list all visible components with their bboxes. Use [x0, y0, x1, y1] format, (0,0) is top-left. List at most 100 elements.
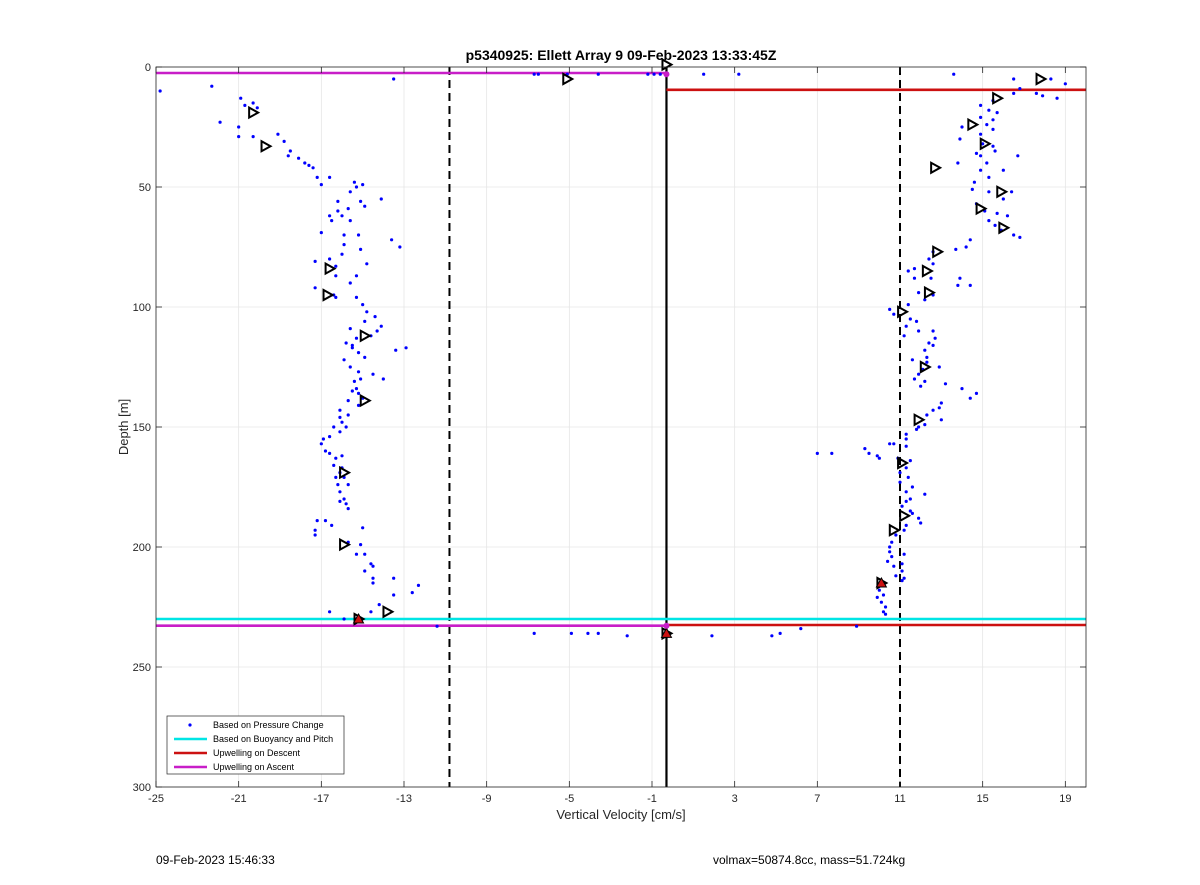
- pressure-change-point: [410, 591, 414, 595]
- pressure-change-point: [346, 399, 350, 403]
- legend-entry-label: Based on Buoyancy and Pitch: [213, 734, 333, 744]
- pressure-change-point: [375, 329, 379, 333]
- pressure-change-point: [908, 497, 912, 501]
- pressure-change-point: [210, 84, 214, 88]
- pressure-change-point: [363, 552, 367, 556]
- y-tick-label: 250: [133, 662, 151, 674]
- pressure-change-point: [348, 281, 352, 285]
- x-tick-label: 11: [894, 793, 905, 805]
- pressure-change-point: [892, 312, 896, 316]
- triangle-marker: [979, 137, 992, 151]
- triangle-marker: [359, 393, 372, 408]
- pressure-change-point: [350, 346, 354, 350]
- x-axis-label: Vertical Velocity [cm/s]: [556, 807, 685, 822]
- pressure-change-point: [917, 372, 921, 376]
- pressure-change-point: [929, 276, 933, 280]
- pressure-change-point: [815, 451, 819, 455]
- pressure-change-point: [958, 276, 962, 280]
- special-marker: [875, 576, 888, 588]
- triangle-marker: [919, 360, 932, 374]
- triangle-marker: [913, 413, 926, 427]
- triangle-marker: [923, 285, 936, 300]
- pressure-change-point: [902, 528, 906, 532]
- pressure-change-point: [919, 521, 923, 525]
- pressure-change-point: [919, 384, 923, 388]
- legend-dot-icon: [188, 723, 192, 727]
- pressure-change-point: [995, 111, 999, 115]
- pressure-change-point: [323, 519, 328, 523]
- triangle-marker: [998, 221, 1011, 235]
- pressure-change-point: [330, 523, 334, 528]
- pressure-change-point: [902, 552, 906, 556]
- pressure-change-point: [900, 562, 904, 566]
- pressure-change-point: [910, 485, 915, 489]
- footer-timestamp: 09-Feb-2023 15:46:33: [156, 853, 275, 867]
- pressure-change-point: [336, 483, 340, 487]
- triangle-marker: [930, 161, 943, 175]
- x-tick-label: -9: [482, 793, 492, 805]
- pressure-change-point: [1001, 197, 1005, 201]
- chart-title: p5340925: Ellett Array 9 09-Feb-2023 13:…: [466, 47, 777, 63]
- legend-entry-label: Upwelling on Descent: [213, 748, 301, 758]
- pressure-change-point: [970, 187, 974, 191]
- pressure-change-point: [923, 423, 927, 427]
- pressure-change-point: [348, 219, 352, 223]
- triangle-marker: [996, 185, 1009, 199]
- pressure-change-point: [346, 207, 350, 211]
- pressure-change-point: [359, 199, 363, 203]
- legend-box: [166, 715, 345, 775]
- pressure-change-point: [373, 315, 377, 319]
- pressure-change-point: [923, 348, 927, 352]
- y-tick-label: 50: [139, 182, 151, 194]
- pressure-change-point: [356, 403, 361, 407]
- pressure-change-point: [888, 545, 892, 549]
- pressure-change-point: [904, 432, 908, 436]
- pressure-change-point: [319, 231, 323, 235]
- pressure-change-point: [902, 576, 906, 580]
- pressure-change-point: [968, 396, 972, 400]
- pressure-change-point: [892, 564, 896, 568]
- pressure-change-point: [334, 475, 338, 479]
- pressure-change-point: [330, 219, 334, 223]
- pressure-change-point: [1063, 82, 1067, 86]
- pressure-change-point: [371, 581, 375, 585]
- pressure-change-point: [968, 283, 972, 287]
- pressure-change-point: [979, 168, 983, 172]
- triangle-marker: [382, 605, 395, 619]
- pressure-change-point: [939, 401, 943, 405]
- pressure-change-point: [900, 504, 904, 508]
- pressure-change-point: [1018, 87, 1022, 91]
- pressure-change-point: [255, 106, 259, 110]
- pressure-change-point: [334, 295, 338, 299]
- triangle-marker: [899, 509, 912, 523]
- pressure-change-point: [342, 497, 346, 501]
- pressure-change-point: [319, 442, 323, 446]
- pressure-change-point: [348, 190, 352, 194]
- pressure-change-point: [303, 161, 307, 165]
- x-tick-label: -17: [313, 793, 329, 805]
- y-tick-label: 200: [133, 542, 151, 554]
- pressure-change-point: [993, 149, 997, 153]
- pressure-change-point: [931, 408, 935, 412]
- pressure-change-point: [881, 593, 886, 597]
- pressure-change-point: [338, 408, 342, 412]
- pressure-change-point: [925, 360, 929, 364]
- pressure-change-point: [937, 365, 941, 369]
- pressure-change-point: [886, 559, 890, 564]
- pressure-change-point: [1012, 77, 1016, 81]
- pressure-change-point: [904, 466, 908, 470]
- axis-ticks: -25 -21 -17 -13 -9 -5 -1 3 7 11 15 1905010015020025…: [133, 62, 1086, 805]
- pressure-change-point: [917, 329, 921, 333]
- pressure-change-point: [313, 286, 317, 290]
- pressure-change-point: [332, 463, 336, 467]
- pressure-change-point: [979, 103, 983, 107]
- data-points: [158, 57, 1067, 641]
- pressure-change-point: [342, 233, 346, 237]
- triangle-marker: [921, 264, 934, 278]
- pressure-change-point: [336, 209, 340, 213]
- pressure-change-point: [923, 492, 927, 496]
- pressure-change-point: [987, 219, 991, 223]
- pressure-change-point: [710, 634, 714, 638]
- y-tick-label: 100: [133, 302, 151, 314]
- reference-lines: [156, 67, 1086, 787]
